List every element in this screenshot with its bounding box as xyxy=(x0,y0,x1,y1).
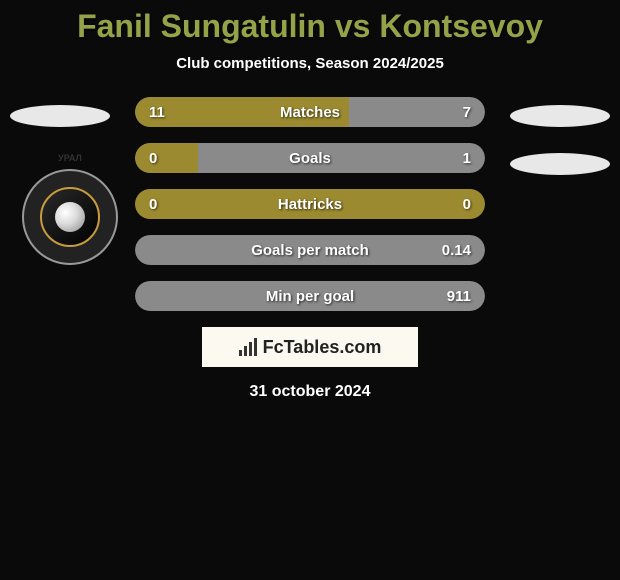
stat-value-left: 0 xyxy=(149,150,157,167)
chart-icon xyxy=(239,338,257,356)
stat-row: 0 Hattricks 0 xyxy=(135,189,485,219)
stat-value-right: 0 xyxy=(463,196,471,213)
stat-value-left: 11 xyxy=(149,104,165,121)
club-badge-inner xyxy=(40,187,100,247)
stat-value-right: 911 xyxy=(447,288,471,305)
player-right-avatar xyxy=(510,105,610,127)
snapshot-date: 31 october 2024 xyxy=(0,383,620,401)
stat-row: Min per goal 911 xyxy=(135,281,485,311)
stat-label: Hattricks xyxy=(278,196,342,213)
stat-label: Min per goal xyxy=(266,288,354,305)
ball-icon xyxy=(55,202,85,232)
stat-label: Matches xyxy=(280,104,340,121)
comparison-subtitle: Club competitions, Season 2024/2025 xyxy=(0,55,620,72)
stats-area: УРАЛ 11 Matches 7 0 Goals 1 0 Hattricks 0 Goals p… xyxy=(0,97,620,311)
stat-label: Goals per match xyxy=(251,242,369,259)
stat-value-right: 1 xyxy=(463,150,471,167)
comparison-title: Fanil Sungatulin vs Kontsevoy xyxy=(0,0,620,45)
club-badge-label: УРАЛ xyxy=(58,153,82,163)
stat-label: Goals xyxy=(289,150,331,167)
player-left-avatar xyxy=(10,105,110,127)
player-right-avatar-2 xyxy=(510,153,610,175)
branding-text: FcTables.com xyxy=(263,337,382,358)
stat-value-right: 7 xyxy=(463,104,471,121)
club-badge: УРАЛ xyxy=(22,169,118,265)
stat-row: 0 Goals 1 xyxy=(135,143,485,173)
branding-box[interactable]: FcTables.com xyxy=(202,327,418,367)
stat-rows: 11 Matches 7 0 Goals 1 0 Hattricks 0 Goals per ma… xyxy=(135,97,485,311)
stat-row: 11 Matches 7 xyxy=(135,97,485,127)
stat-row: Goals per match 0.14 xyxy=(135,235,485,265)
stat-value-left: 0 xyxy=(149,196,157,213)
stat-value-right: 0.14 xyxy=(442,242,471,259)
